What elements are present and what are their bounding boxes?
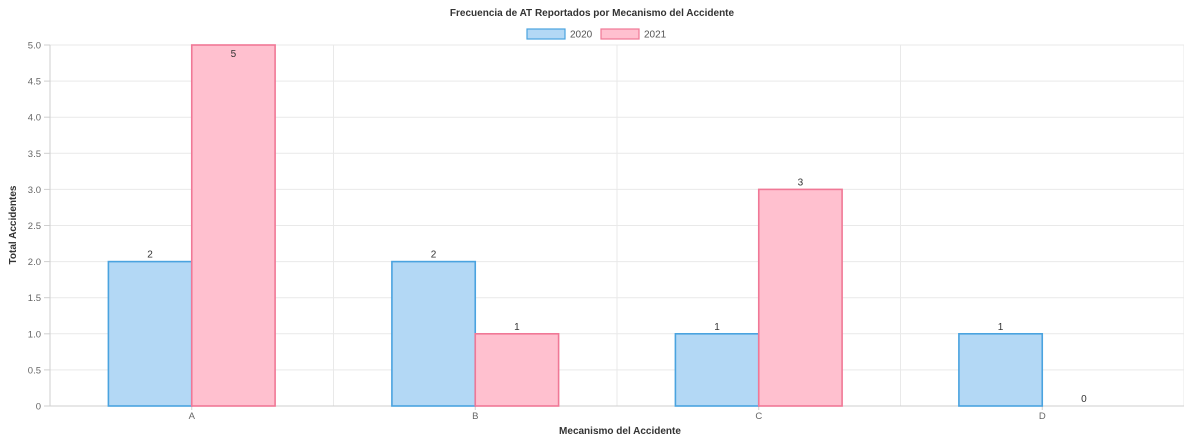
bars (107, 44, 1044, 407)
y-tick-label: 3.5 (28, 149, 41, 160)
y-axis-ticks: 0 0.5 1.0 1.5 2.0 2.5 3.0 3.5 4.0 4.5 5.0 (28, 41, 50, 413)
y-axis-title: Total Accidentes (8, 185, 19, 264)
x-tick-label-d: D (1039, 411, 1046, 422)
x-axis-title: Mecanismo del Accidente (559, 426, 681, 437)
bar-2020-c[interactable] (674, 332, 760, 407)
data-label-2020-b: 2 (431, 250, 437, 261)
y-tick-label: 4.5 (28, 77, 41, 88)
data-label-2021-d: 0 (1081, 394, 1087, 405)
data-label-2021-c: 3 (798, 177, 804, 188)
x-tick-label-b: B (472, 411, 478, 422)
y-tick-label: 2.5 (28, 221, 41, 232)
data-labels: 2 5 2 1 1 3 1 0 (147, 49, 1087, 405)
y-tick-label: 2.0 (28, 257, 41, 268)
data-label-2020-d: 1 (998, 322, 1004, 333)
bar-2021-c[interactable] (757, 188, 843, 407)
legend-label-2021: 2021 (644, 30, 667, 41)
legend-swatch-2020 (526, 28, 566, 40)
x-tick-label-c: C (755, 411, 762, 422)
x-axis-ticks: A B C D (189, 406, 1046, 422)
bar-2020-d[interactable] (958, 332, 1044, 407)
data-label-2020-a: 2 (147, 250, 153, 261)
bar-2021-b[interactable] (474, 332, 560, 407)
chart-title: Frecuencia de AT Reportados por Mecanism… (450, 8, 735, 19)
bar-2021-a[interactable] (190, 44, 276, 407)
legend-swatch-2021 (600, 28, 640, 40)
legend-item-2020[interactable]: 2020 (526, 28, 593, 41)
legend-item-2021[interactable]: 2021 (600, 28, 667, 41)
y-tick-label: 1.5 (28, 293, 41, 304)
x-tick-label-a: A (189, 411, 196, 422)
y-tick-label: 0 (36, 402, 41, 413)
y-tick-label: 3.0 (28, 185, 41, 196)
bar-2020-a[interactable] (107, 260, 193, 407)
y-tick-label: 1.0 (28, 329, 41, 340)
data-label-2021-a: 5 (231, 49, 237, 60)
y-tick-label: 0.5 (28, 365, 41, 376)
data-label-2021-b: 1 (514, 322, 520, 333)
legend-label-2020: 2020 (570, 30, 593, 41)
y-tick-label: 4.0 (28, 113, 41, 124)
legend: 2020 2021 (526, 28, 667, 41)
bar-2020-b[interactable] (391, 260, 477, 407)
y-tick-label: 5.0 (28, 41, 41, 52)
data-label-2020-c: 1 (714, 322, 720, 333)
